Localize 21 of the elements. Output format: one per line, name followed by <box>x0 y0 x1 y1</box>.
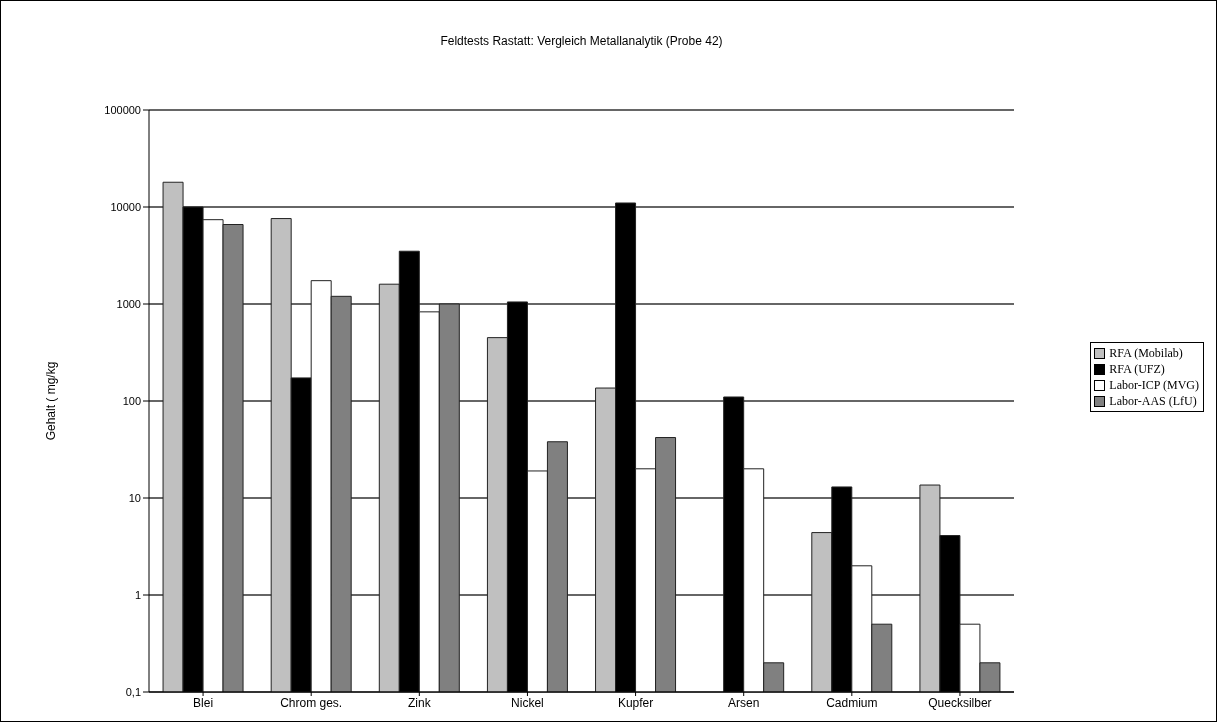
y-tick-label: 100 <box>122 394 141 407</box>
legend-label: RFA (UFZ) <box>1109 361 1165 377</box>
y-tick-label: 1000 <box>116 297 141 310</box>
y-tick-label: 0,1 <box>125 685 141 698</box>
x-tick-label: Blei <box>193 695 214 710</box>
x-tick-label: Cadmium <box>826 695 878 710</box>
text: Labor-ICP (MVG) <box>1109 377 1199 393</box>
chart-title: Feldtests Rastatt: Vergleich Metallanalytik (Probe 42) <box>439 34 724 48</box>
legend-label: RFA (Mobilab) <box>1109 345 1183 361</box>
legend-label: Labor-AAS (LfU) <box>1109 393 1197 409</box>
y-tick-label: 10000 <box>110 200 141 213</box>
x-tick-label: Zink <box>407 695 432 710</box>
y-tick-label: 10 <box>128 491 141 504</box>
x-tick-label: Chrom ges. <box>280 695 343 710</box>
x-tick-label: Quecksilber <box>928 695 992 710</box>
x-tick-label: Arsen <box>728 695 760 710</box>
x-tick-label: Kupfer <box>617 695 654 710</box>
y-tick-label: 100000 <box>104 103 141 116</box>
y-tick-label: 1 <box>134 588 141 601</box>
x-tick-label: Nickel <box>511 695 544 710</box>
y-axis-title: Gehalt ( mg/kg <box>44 361 59 441</box>
